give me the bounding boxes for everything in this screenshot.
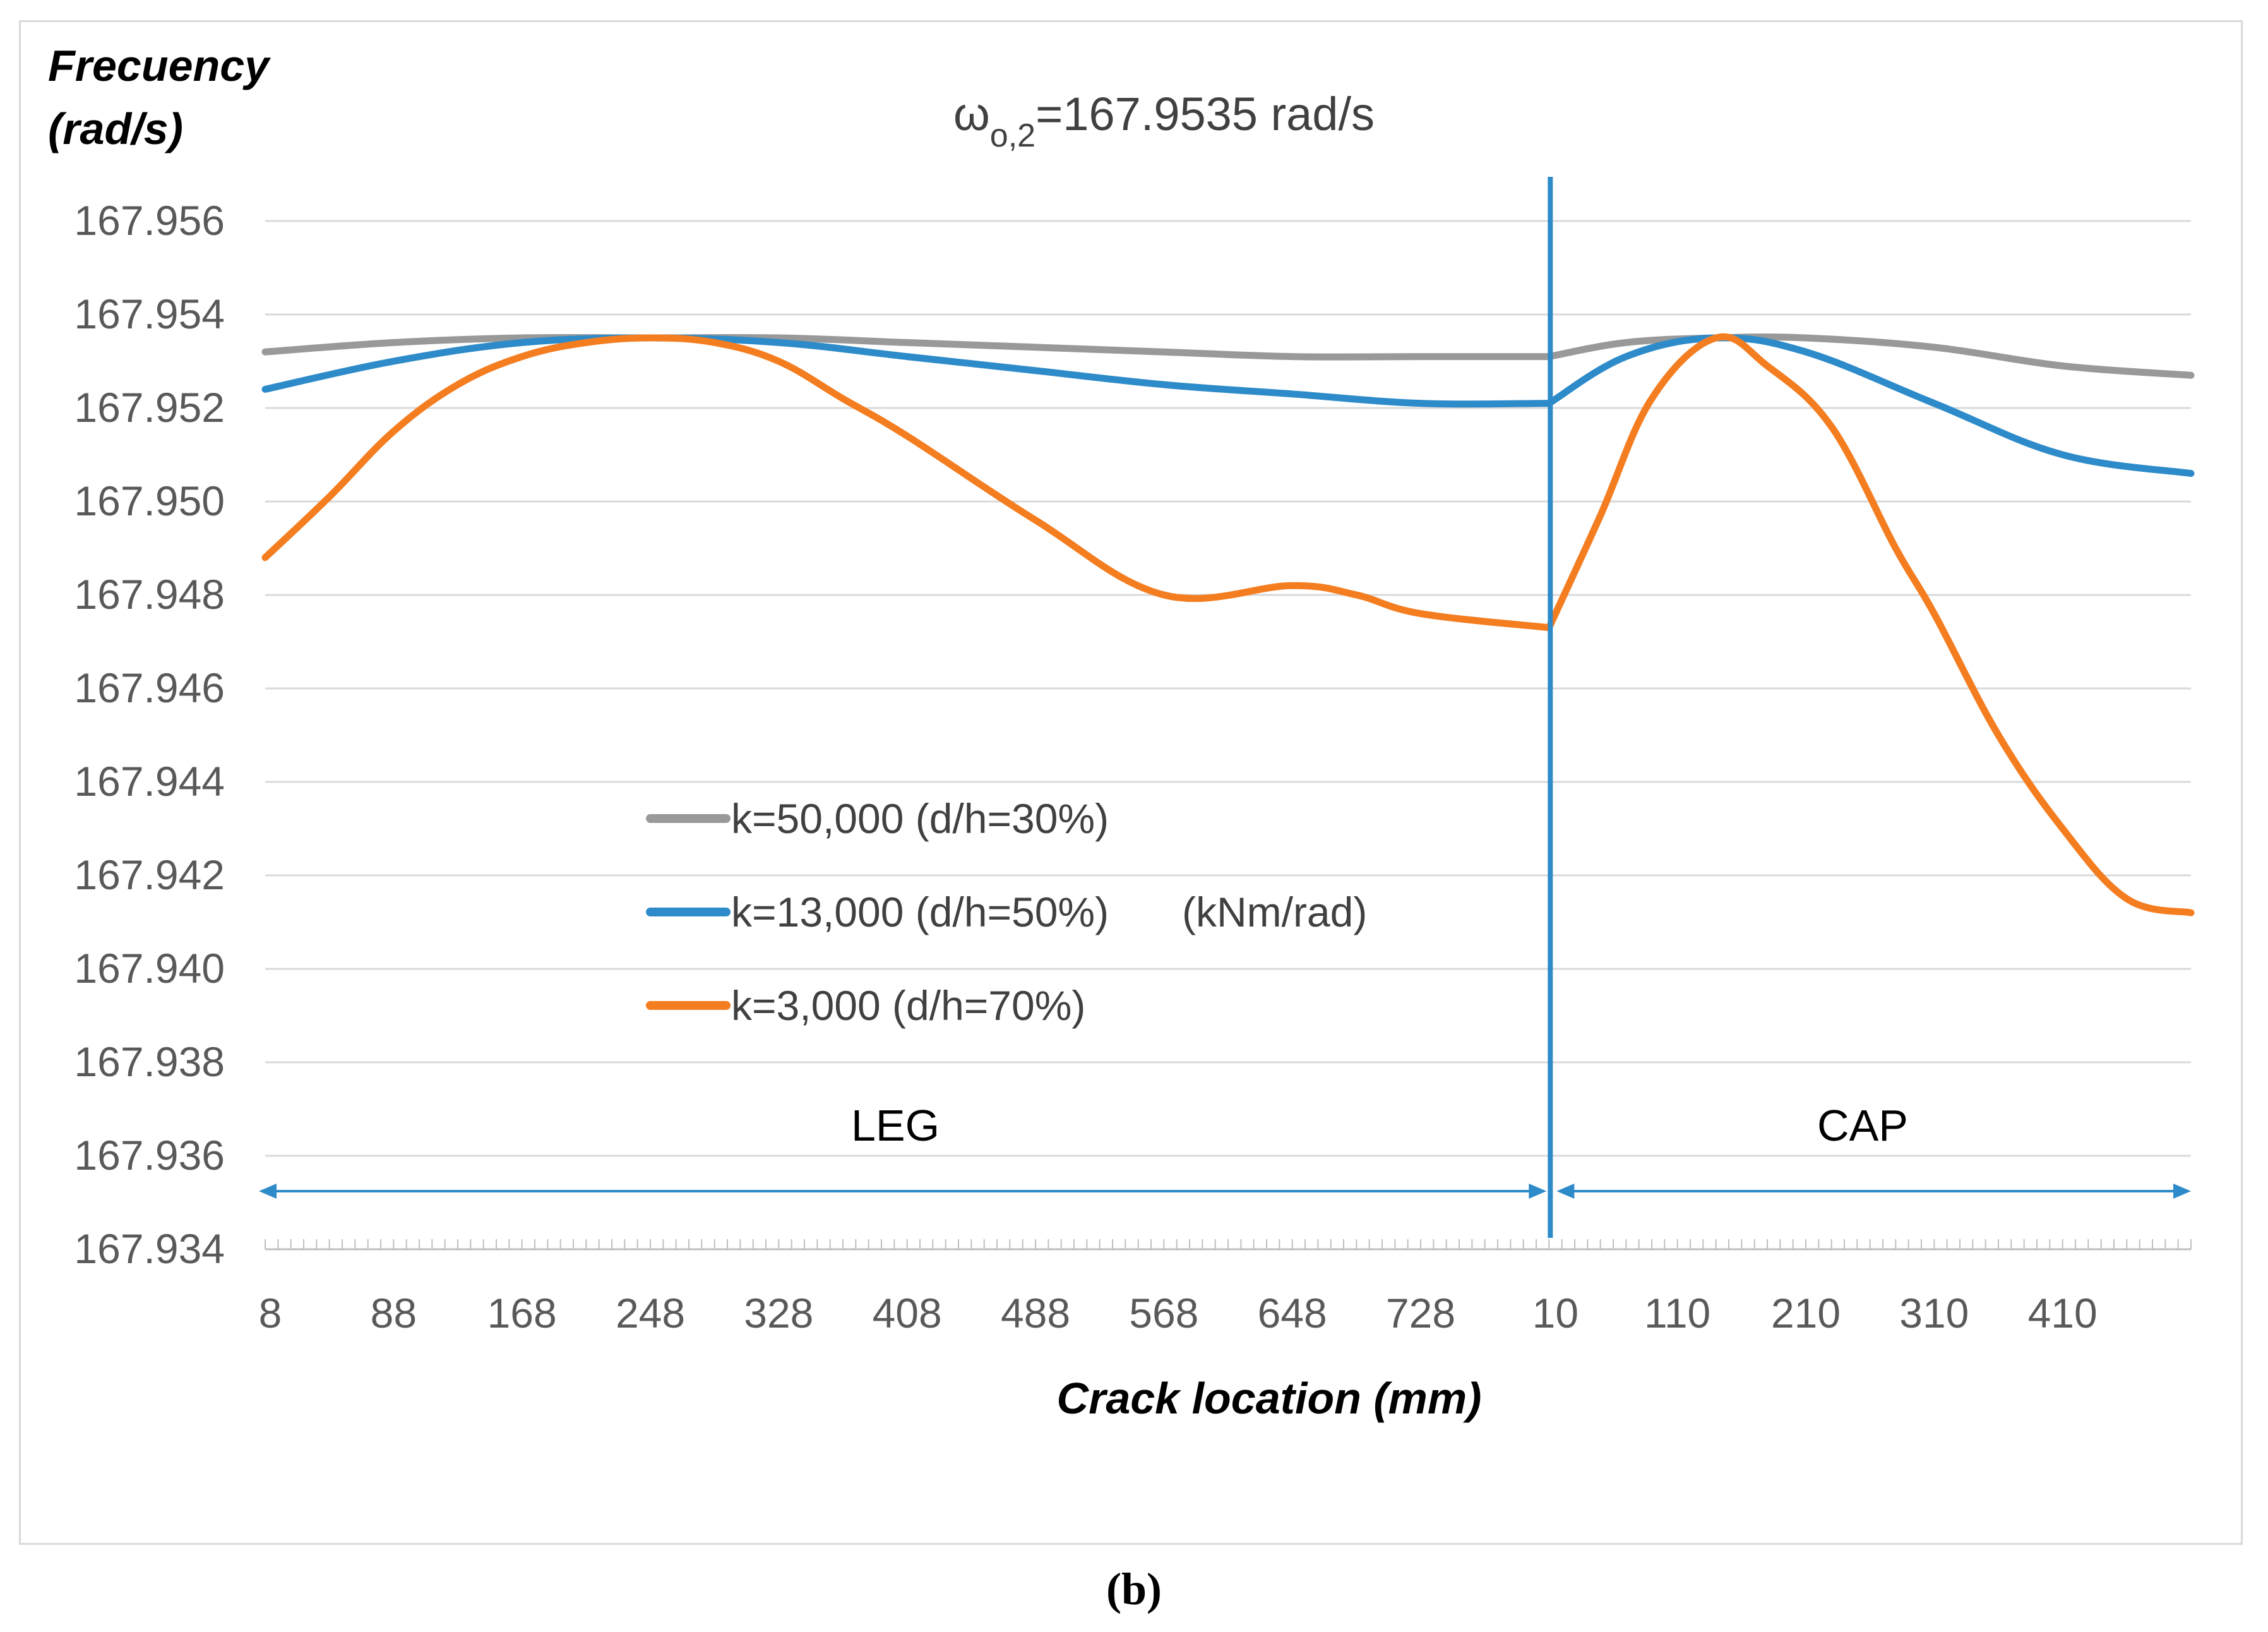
x-axis bbox=[265, 1239, 2192, 1251]
y-tick-label: 167.936 bbox=[74, 1132, 225, 1179]
region-label-cap: CAP bbox=[1817, 1101, 1908, 1150]
gridlines bbox=[265, 220, 2191, 1157]
x-tick-label: 568 bbox=[1129, 1290, 1198, 1336]
x-tick-label: 110 bbox=[1644, 1290, 1710, 1336]
y-tick-label: 167.946 bbox=[74, 664, 225, 711]
y-tick-label: 167.950 bbox=[74, 477, 225, 524]
legend: k=50,000 (d/h=30%) k=13,000 (d/h=50%) (k… bbox=[646, 795, 1367, 1029]
figure-caption: (b) bbox=[1106, 1564, 1162, 1614]
x-tick-label: 168 bbox=[487, 1290, 557, 1336]
y-axis-title-line1: Frecuency bbox=[48, 41, 271, 90]
x-tick-label: 410 bbox=[2028, 1290, 2098, 1336]
y-tick-label: 167.956 bbox=[74, 197, 225, 244]
x-tick-label: 328 bbox=[744, 1290, 813, 1336]
series-line-k13000-cap bbox=[1545, 334, 2195, 477]
y-tick-label: 167.934 bbox=[74, 1225, 225, 1272]
legend-label-k3000: k=3,000 (d/h=70%) bbox=[731, 982, 1085, 1029]
series-line-k3000-leg bbox=[261, 334, 1553, 632]
y-tick-label: 167.944 bbox=[74, 758, 225, 805]
x-axis-title: Crack location (mm) bbox=[1057, 1374, 1482, 1423]
legend-label-k50000: k=50,000 (d/h=30%) bbox=[731, 795, 1109, 842]
x-tick-label: 310 bbox=[1899, 1290, 1969, 1336]
chart-title-value: =167.9535 rad/s bbox=[1036, 88, 1375, 140]
y-tick-label: 167.938 bbox=[74, 1038, 225, 1085]
y-tick-labels: 167.934 167.936 167.938 167.940 167.942 167.9… bbox=[74, 197, 225, 1272]
chart-title-symbol: ω bbox=[953, 88, 990, 140]
leg-region-arrow bbox=[259, 1184, 1547, 1199]
x-tick-label: 210 bbox=[1771, 1290, 1841, 1336]
series-line-k50000-cap bbox=[1545, 333, 2195, 379]
chart-title: ωo,2=167.9535 rad/s bbox=[953, 88, 1375, 154]
region-arrows bbox=[259, 1184, 2191, 1199]
x-tick-label: 10 bbox=[1532, 1290, 1579, 1336]
legend-label-k13000: k=13,000 (d/h=50%) bbox=[731, 889, 1109, 935]
x-tick-label: 248 bbox=[616, 1290, 685, 1336]
x-tick-labels: 8 88 168 248 328 408 488 568 648 728 10 110 210 310 41… bbox=[259, 1290, 2098, 1336]
x-tick-label: 88 bbox=[371, 1290, 417, 1336]
x-tick-label: 8 bbox=[259, 1290, 282, 1336]
series-line-k50000-leg bbox=[261, 333, 1553, 361]
series-line-k3000-cap bbox=[1545, 333, 2195, 916]
series-line-k13000-leg bbox=[261, 334, 1553, 408]
chart-title-subscript: o,2 bbox=[990, 117, 1036, 154]
region-label-leg: LEG bbox=[851, 1101, 940, 1150]
y-tick-label: 167.948 bbox=[74, 571, 225, 618]
x-tick-label: 728 bbox=[1386, 1290, 1455, 1336]
y-axis-title-line2: (rad/s) bbox=[48, 104, 183, 153]
y-tick-label: 167.952 bbox=[74, 384, 225, 431]
x-tick-label: 408 bbox=[873, 1290, 942, 1336]
y-tick-label: 167.942 bbox=[74, 851, 225, 898]
series-lines bbox=[261, 333, 2195, 916]
y-tick-label: 167.954 bbox=[74, 291, 225, 337]
x-tick-label: 488 bbox=[1001, 1290, 1070, 1336]
cap-region-arrow bbox=[1556, 1184, 2191, 1199]
x-tick-label: 648 bbox=[1258, 1290, 1327, 1336]
legend-unit: (kNm/rad) bbox=[1182, 889, 1367, 935]
y-tick-label: 167.940 bbox=[74, 945, 225, 992]
